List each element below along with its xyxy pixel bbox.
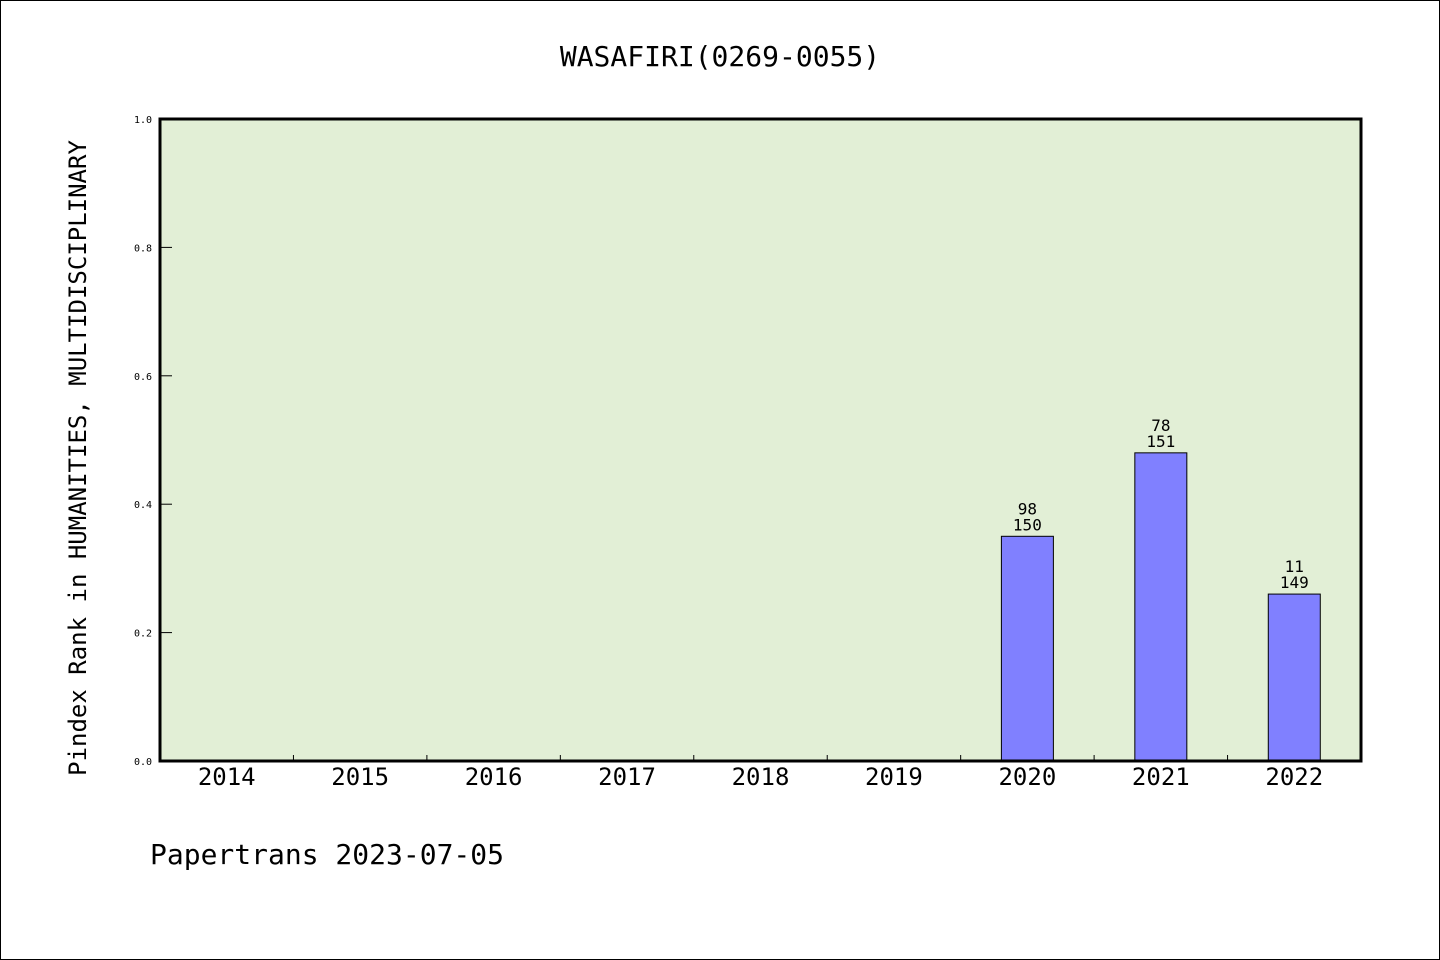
plot-border xyxy=(158,117,1363,763)
bar-label-top: 98 xyxy=(1018,499,1037,518)
bar-2021 xyxy=(1134,452,1188,762)
x-tick-label: 2016 xyxy=(465,763,523,791)
y-tick-label: 1.0 xyxy=(134,115,152,126)
x-tick-label: 2017 xyxy=(598,763,656,791)
x-tick-label: 2021 xyxy=(1132,763,1190,791)
bar-label-top: 11 xyxy=(1285,557,1304,576)
y-tick-label: 0.8 xyxy=(134,243,152,254)
y-axis-label: Pindex Rank in HUMANITIES, MULTIDISCIPLI… xyxy=(64,140,92,776)
bar-label-top: 78 xyxy=(1151,416,1170,435)
y-tick-label: 0.6 xyxy=(134,372,152,383)
y-tick-label: 0.2 xyxy=(134,629,152,640)
x-tick-label: 2018 xyxy=(732,763,790,791)
footer-text: Papertrans 2023-07-05 xyxy=(150,838,504,871)
bar-2020 xyxy=(1000,535,1054,762)
bar-label-bottom: 150 xyxy=(1013,515,1042,534)
x-tick-label: 2020 xyxy=(998,763,1056,791)
chart-title: WASAFIRI(0269-0055) xyxy=(560,40,880,73)
x-tick-label: 2022 xyxy=(1265,763,1323,791)
bar-label-bottom: 149 xyxy=(1280,573,1309,592)
x-tick-label: 2019 xyxy=(865,763,923,791)
bar-label-bottom: 151 xyxy=(1146,432,1175,451)
y-tick-label: 0.0 xyxy=(134,757,152,768)
x-tick-label: 2014 xyxy=(198,763,256,791)
bar-2022 xyxy=(1267,593,1321,762)
x-tick-label: 2015 xyxy=(331,763,389,791)
y-tick-label: 0.4 xyxy=(134,500,152,511)
